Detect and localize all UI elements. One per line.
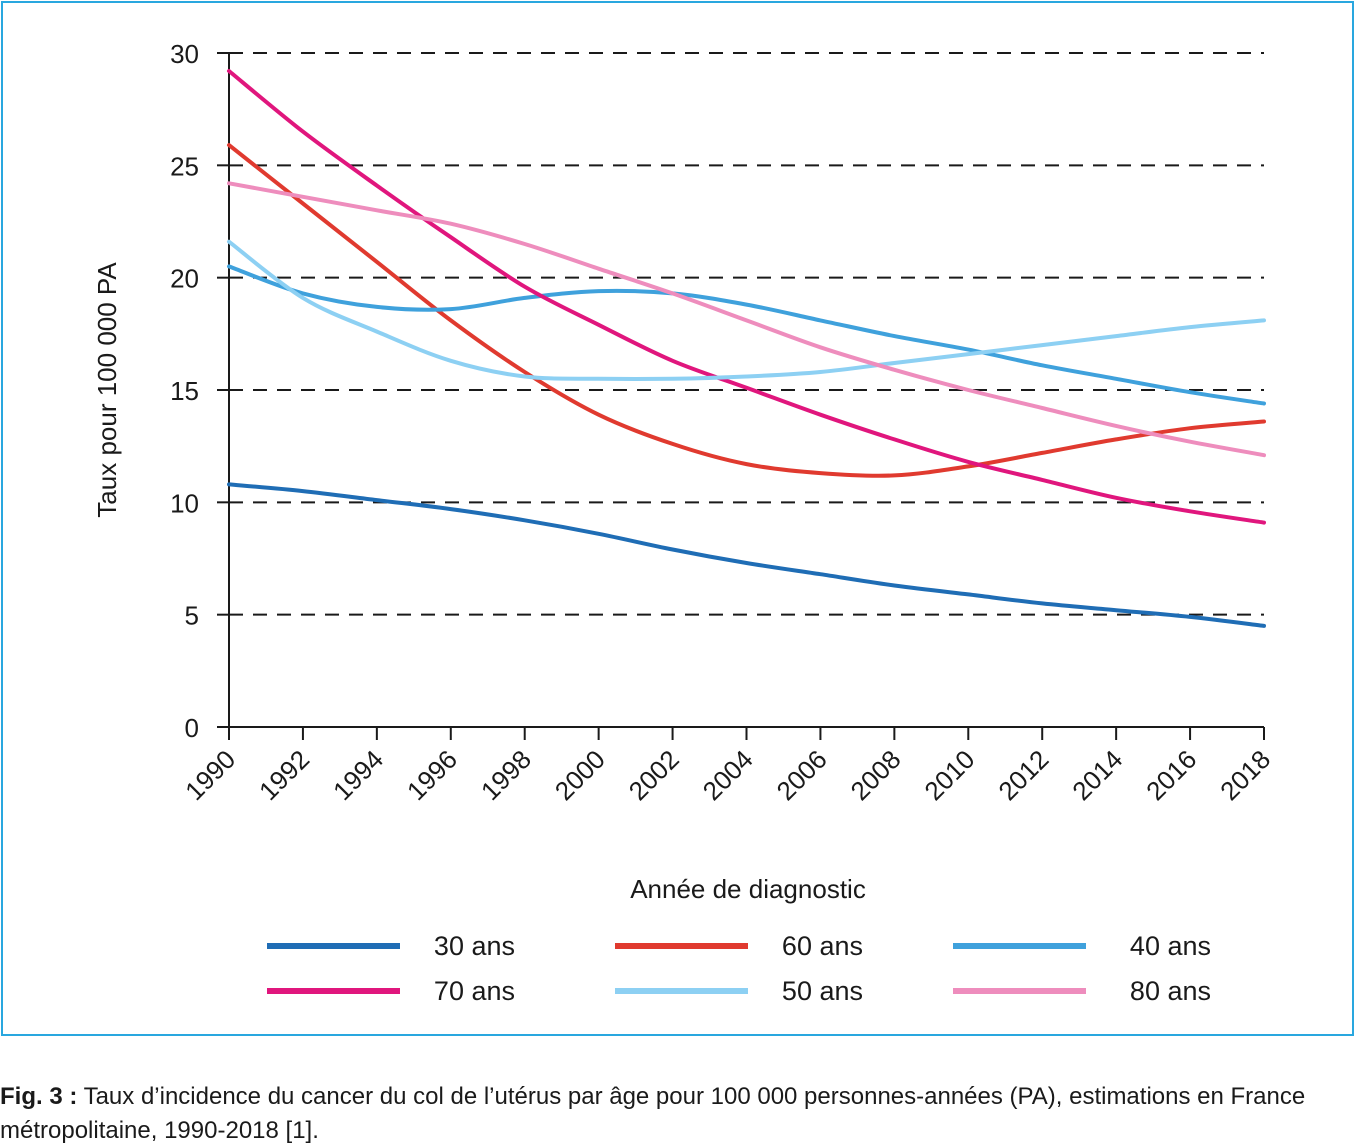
x-tick-label: 1996 [401,744,463,806]
legend-label: 80 ans [1130,976,1211,1006]
figure-caption: Fig. 3 : Taux d’incidence du cancer du c… [0,1080,1359,1148]
y-axis-title: Taux pour 100 000 PA [92,262,122,518]
x-tick-label: 1990 [179,744,241,806]
legend-label: 50 ans [782,976,863,1006]
x-axis-title: Année de diagnostic [630,874,866,904]
x-tick-label: 1998 [475,744,537,806]
series-lines [227,69,1266,628]
series-line-50-ans [227,239,1266,382]
legend-label: 40 ans [1130,931,1211,961]
x-tick-label: 2000 [549,744,611,806]
x-tick-label: 1992 [253,744,315,806]
x-tick-label: 2002 [623,744,685,806]
x-tick-label: 2012 [992,744,1054,806]
caption-text: Taux d’incidence du cancer du col de l’u… [0,1083,1306,1144]
axes [217,52,1265,740]
series-line-80-ans [227,181,1266,458]
x-tick-label: 2006 [771,744,833,806]
series-line-70-ans [227,69,1266,525]
y-tick-label: 20 [170,264,199,294]
caption-label: Fig. 3 : [0,1083,78,1110]
x-tick-label: 2010 [918,744,980,806]
legend-label: 30 ans [434,931,515,961]
series-line-40-ans [227,264,1266,406]
legend-label: 60 ans [782,931,863,961]
y-tick-label: 5 [185,601,199,631]
series-line-60-ans [227,143,1266,478]
y-tick-label: 30 [170,39,199,69]
legend-label: 70 ans [434,976,515,1006]
tick-labels: 0 5 10 15 20 25 30 1990 1992 1994 1996 1998 2000 2002… [170,39,1276,806]
x-tick-label: 2018 [1214,744,1276,806]
x-tick-label: 2008 [844,744,906,806]
x-tick-label: 2016 [1140,744,1202,806]
x-tick-label: 2004 [697,744,759,806]
x-tick-label: 2014 [1066,744,1128,806]
y-tick-label: 0 [185,713,199,743]
x-tick-label: 1994 [327,744,389,806]
figure-frame [1,1,1354,1036]
y-tick-label: 15 [170,376,199,406]
line-chart: 0 5 10 15 20 25 30 1990 1992 1994 1996 1998 2000 2002… [92,39,1276,1006]
y-tick-label: 10 [170,488,199,518]
y-tick-label: 25 [170,151,199,181]
legend: 30 ans 60 ans 40 ans 70 ans 50 ans 80 ans [267,931,1211,1006]
series-line-30-ans [227,482,1266,628]
